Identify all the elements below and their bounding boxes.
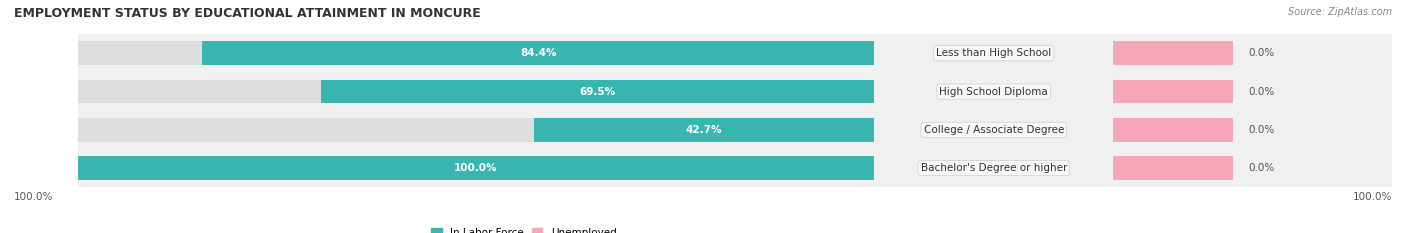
Bar (202, 41, 875, 65)
Text: Less than High School: Less than High School (936, 48, 1052, 58)
Text: Bachelor's Degree or higher: Bachelor's Degree or higher (921, 163, 1067, 173)
Bar (77, 34, 1406, 72)
Text: College / Associate Degree: College / Associate Degree (924, 125, 1064, 135)
Bar (77, 111, 1406, 149)
Bar (77, 149, 1406, 187)
Text: 100.0%: 100.0% (454, 163, 498, 173)
Text: 69.5%: 69.5% (579, 86, 616, 96)
Bar (1114, 80, 1233, 103)
Text: 0.0%: 0.0% (1249, 125, 1275, 135)
Bar (1114, 41, 1233, 65)
Bar (77, 156, 875, 180)
Text: EMPLOYMENT STATUS BY EDUCATIONAL ATTAINMENT IN MONCURE: EMPLOYMENT STATUS BY EDUCATIONAL ATTAINM… (14, 7, 481, 20)
Text: 0.0%: 0.0% (1249, 48, 1275, 58)
Bar (77, 41, 875, 65)
Bar (77, 80, 875, 103)
Text: 0.0%: 0.0% (1249, 86, 1275, 96)
Bar (1114, 156, 1233, 180)
Bar (77, 72, 1406, 111)
Text: 0.0%: 0.0% (1249, 163, 1275, 173)
Bar (534, 118, 875, 142)
Text: High School Diploma: High School Diploma (939, 86, 1047, 96)
Text: 100.0%: 100.0% (14, 192, 53, 202)
Bar (77, 156, 875, 180)
Text: 42.7%: 42.7% (686, 125, 723, 135)
Bar (1114, 118, 1233, 142)
Bar (1114, 156, 1233, 180)
Bar (1114, 118, 1233, 142)
Bar (1114, 41, 1233, 65)
Text: Source: ZipAtlas.com: Source: ZipAtlas.com (1288, 7, 1392, 17)
Legend: In Labor Force, Unemployed: In Labor Force, Unemployed (427, 224, 620, 233)
Bar (321, 80, 875, 103)
Bar (1114, 80, 1233, 103)
Bar (77, 118, 875, 142)
Text: 100.0%: 100.0% (1353, 192, 1392, 202)
Text: 84.4%: 84.4% (520, 48, 557, 58)
